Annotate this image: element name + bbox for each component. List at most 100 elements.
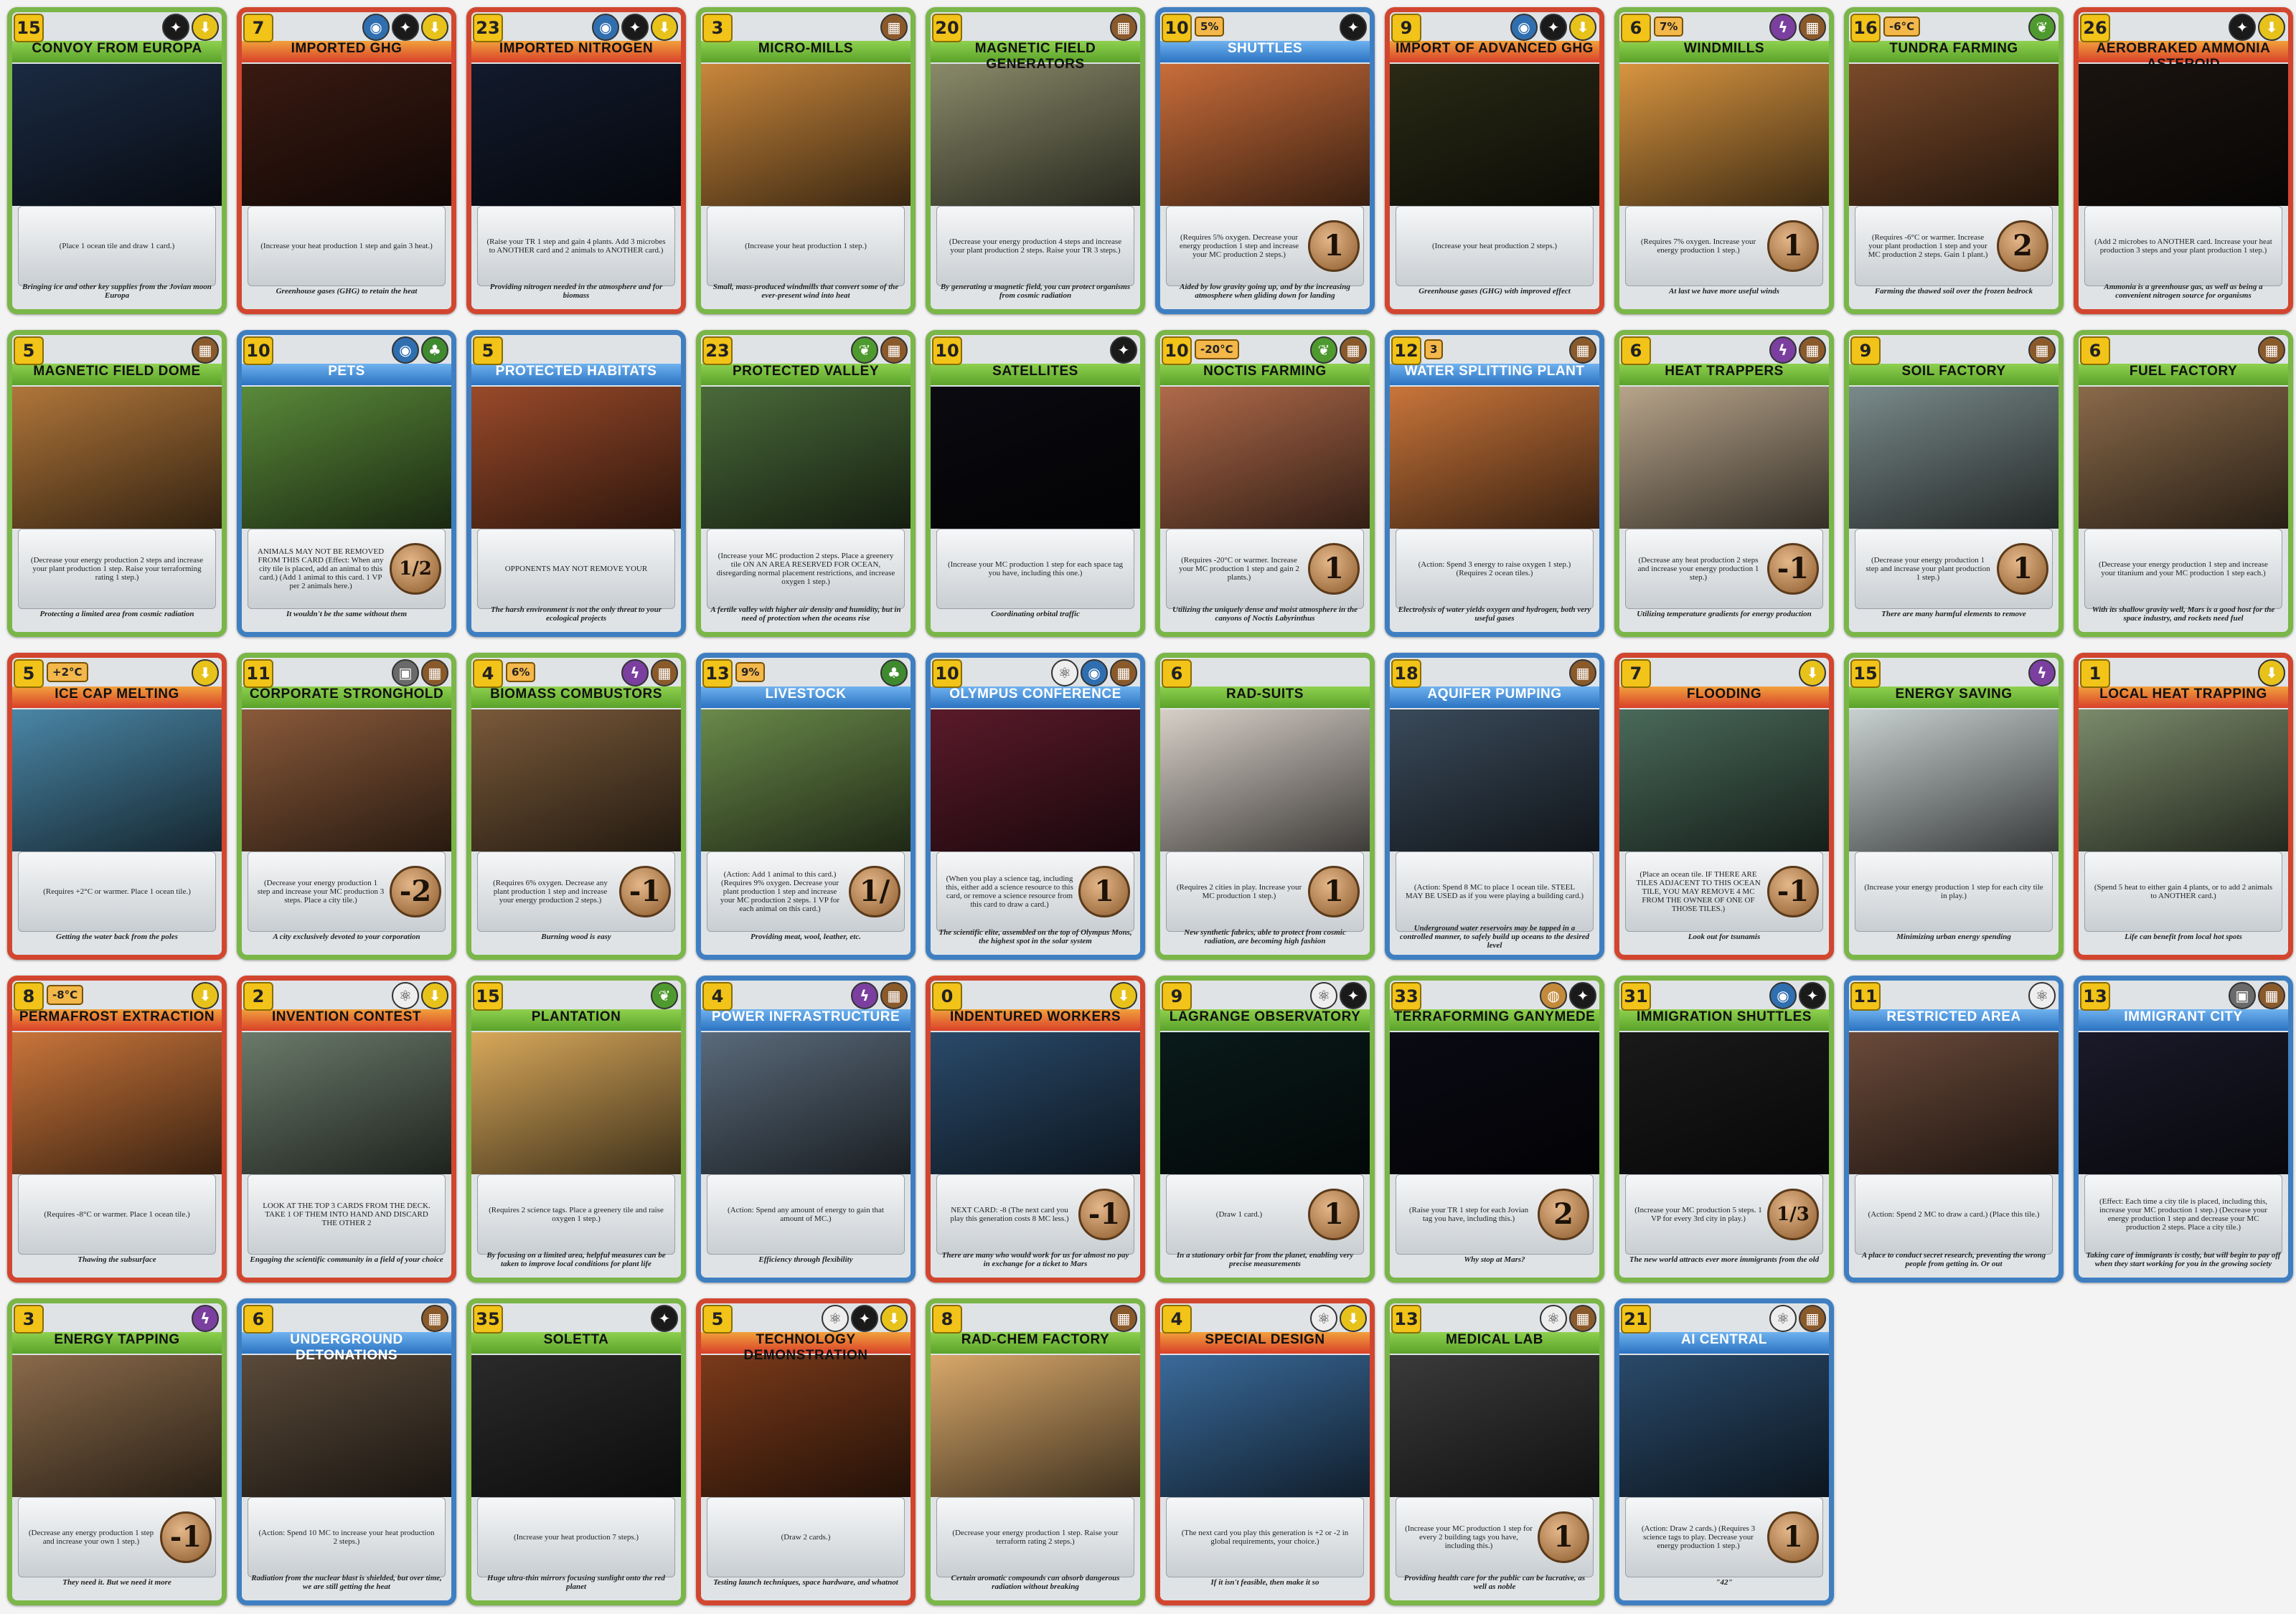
city-tag-icon: ▣ [2229, 982, 2256, 1009]
card-title: AQUIFER PUMPING [1390, 686, 1599, 708]
card-tags: ⬇ [192, 982, 219, 1009]
project-card[interactable]: 2 ⚛ ⬇ INVENTION CONTEST LOOK AT THE TOP 3 CA… [237, 976, 456, 1283]
card-title: UNDERGROUND DETONATIONS [242, 1332, 451, 1363]
project-card[interactable]: 12 3 ▦ WATER SPLITTING PLANT (Action: Spend … [1385, 330, 1604, 637]
card-artwork [471, 387, 681, 529]
project-card[interactable]: 10 -20°C ❦ ▦ NOCTIS FARMING (Requires -20°C o… [1155, 330, 1375, 637]
project-card[interactable]: 13 9% ♣ LIVESTOCK (Action: Add 1 animal to t… [696, 653, 916, 960]
project-card[interactable]: 5 PROTECTED HABITATS OPPONENTS MAY NOT REM… [466, 330, 686, 637]
card-effect-box: (When you play a science tag, including … [936, 851, 1134, 932]
project-card[interactable]: 1 ⬇ LOCAL HEAT TRAPPING (Spend 5 heat to ei… [2074, 653, 2293, 960]
card-artwork [12, 387, 222, 529]
project-card[interactable]: 3 ▦ MICRO-MILLS (Increase your heat product… [696, 7, 916, 314]
victory-points-badge: 2 [1997, 220, 2048, 272]
project-card[interactable]: 5 ▦ MAGNETIC FIELD DOME (Decrease your ener… [7, 330, 227, 637]
card-artwork [471, 64, 681, 206]
project-card[interactable]: 6 RAD-SUITS (Requires 2 cities in play. In… [1155, 653, 1375, 960]
card-tags: ◍ ✦ [1540, 982, 1596, 1009]
card-artwork [242, 64, 451, 206]
card-effect-box: (Action: Spend 2 MC to draw a card.) (Pl… [1855, 1174, 2053, 1255]
project-card[interactable]: 13 ▣ ▦ IMMIGRANT CITY (Effect: Each time a c… [2074, 976, 2293, 1283]
victory-points-badge: -1 [160, 1511, 212, 1563]
card-effect-text: (Increase your heat production 2 steps.) [1431, 242, 1558, 250]
card-effect-text: (Decrease your energy production 4 steps… [949, 237, 1122, 255]
card-effect-box: (Effect: Each time a city tile is placed… [2084, 1174, 2282, 1255]
project-card[interactable]: 16 -6°C ❦ TUNDRA FARMING (Requires -6°C or w… [1844, 7, 2064, 314]
space-tag-icon: ✦ [392, 14, 419, 41]
card-flavor-text: Bringing ice and other key supplies from… [22, 283, 212, 300]
project-card[interactable]: 15 ϟ ENERGY SAVING (Increase your energy pr… [1844, 653, 2064, 960]
card-artwork [12, 709, 222, 851]
card-effect-text: (Draw 1 card.) [1215, 1210, 1263, 1219]
card-cost: 3 [702, 14, 733, 42]
card-effect-box: (Raise your TR 1 step and gain 4 plants.… [477, 206, 675, 286]
card-artwork [1160, 64, 1370, 206]
project-card[interactable]: 18 ▦ AQUIFER PUMPING (Action: Spend 8 MC to… [1385, 653, 1604, 960]
project-card[interactable]: 6 ▦ FUEL FACTORY (Decrease your energy prod… [2074, 330, 2293, 637]
card-flavor-text: It wouldn't be the same without them [286, 610, 408, 618]
project-card[interactable]: 11 ▣ ▦ CORPORATE STRONGHOLD (Decrease your e… [237, 653, 456, 960]
card-effect-text: (Increase your MC production 1 step for … [947, 560, 1124, 577]
project-card[interactable]: 10 ⚛ ◉ ▦ OLYMPUS CONFERENCE (When you play a … [926, 653, 1145, 960]
project-card[interactable]: 20 ▦ MAGNETIC FIELD GENERATORS (Decrease yo… [926, 7, 1145, 314]
project-card[interactable]: 4 ϟ ▦ POWER INFRASTRUCTURE (Action: Spend an… [696, 976, 916, 1283]
project-card[interactable]: 9 ▦ SOIL FACTORY (Decrease your energy prod… [1844, 330, 2064, 637]
project-card[interactable]: 6 7% ϟ ▦ WINDMILLS (Requires 7% oxygen. Incre… [1614, 7, 1834, 314]
card-effect-box: (Spend 5 heat to either gain 4 plants, o… [2084, 851, 2282, 932]
project-card[interactable]: 9 ⚛ ✦ LAGRANGE OBSERVATORY (Draw 1 card.) 1 In… [1155, 976, 1375, 1283]
project-card[interactable]: 23 ◉ ✦ ⬇ IMPORTED NITROGEN (Raise your TR 1 s… [466, 7, 686, 314]
project-card[interactable]: 13 ⚛ ▦ MEDICAL LAB (Increase your MC product… [1385, 1298, 1604, 1605]
card-effect-text: (Action: Spend 3 energy to raise oxygen … [1418, 560, 1571, 577]
card-tags: ⚛ ◉ ▦ [1051, 659, 1137, 686]
card-artwork [1390, 64, 1599, 206]
card-effect-box: (Increase your heat production 1 step.) [707, 206, 905, 286]
project-card[interactable]: 15 ❦ PLANTATION (Requires 2 science tags. P… [466, 976, 686, 1283]
project-card[interactable]: 4 6% ϟ ▦ BIOMASS COMBUSTORS (Requires 6% oxyg… [466, 653, 686, 960]
science-tag-icon: ⚛ [1310, 982, 1337, 1009]
card-tags: ❦ [2028, 14, 2056, 41]
project-card[interactable]: 7 ⬇ FLOODING (Place an ocean tile. IF THERE… [1614, 653, 1834, 960]
project-card[interactable]: 6 ▦ UNDERGROUND DETONATIONS (Action: Spend … [237, 1298, 456, 1605]
card-effect-text: (Increase your MC production 2 steps. Pl… [716, 552, 895, 586]
card-effect-text: ANIMALS MAY NOT BE REMOVED FROM THIS CAR… [257, 547, 385, 590]
project-card[interactable]: 3 ϟ ENERGY TAPPING (Decrease any energy pro… [7, 1298, 227, 1605]
card-effect-box: (Action: Spend any amount of energy to g… [707, 1174, 905, 1255]
project-card[interactable]: 5 ⚛ ✦ ⬇ TECHNOLOGY DEMONSTRATION (Draw 2 card… [696, 1298, 916, 1605]
card-effect-text: (Requires 6% oxygen. Decrease any plant … [493, 879, 608, 905]
project-card[interactable]: 6 ϟ ▦ HEAT TRAPPERS (Decrease any heat produ… [1614, 330, 1834, 637]
card-title: PROTECTED HABITATS [471, 364, 681, 385]
project-card[interactable]: 33 ◍ ✦ TERRAFORMING GANYMEDE (Raise your TR … [1385, 976, 1604, 1283]
card-tags: ◉ ✦ ⬇ [1510, 14, 1596, 41]
project-card[interactable]: 26 ✦ ⬇ AEROBRAKED AMMONIA ASTEROID (Add 2 mi… [2074, 7, 2293, 314]
project-card[interactable]: 10 ✦ SATELLITES (Increase your MC productio… [926, 330, 1145, 637]
card-title: CONVOY FROM EUROPA [12, 41, 222, 62]
card-cost: 4 [473, 659, 503, 688]
earth-tag-icon: ◉ [1769, 982, 1797, 1009]
card-effect-text: (Increase your heat production 1 step an… [260, 242, 433, 250]
card-flavor-text: Certain aromatic compounds can absorb da… [951, 1574, 1120, 1591]
project-card[interactable]: 21 ⚛ ▦ AI CENTRAL (Action: Draw 2 cards.) (R… [1614, 1298, 1834, 1605]
project-card[interactable]: 15 ✦ ⬇ CONVOY FROM EUROPA (Place 1 ocean til… [7, 7, 227, 314]
card-tags: ▦ [2028, 336, 2056, 364]
science-tag-icon: ⚛ [1540, 1305, 1567, 1332]
project-card[interactable]: 7 ◉ ✦ ⬇ IMPORTED GHG (Increase your heat prod… [237, 7, 456, 314]
project-card[interactable]: 31 ◉ ✦ IMMIGRATION SHUTTLES (Increase your M… [1614, 976, 1834, 1283]
project-card[interactable]: 10 5% ✦ SHUTTLES (Requires 5% oxygen. Decrea… [1155, 7, 1375, 314]
project-card[interactable]: 9 ◉ ✦ ⬇ IMPORT OF ADVANCED GHG (Increase your… [1385, 7, 1604, 314]
project-card[interactable]: 10 ◉ ♣ PETS ANIMALS MAY NOT BE REMOVED FROM … [237, 330, 456, 637]
building-tag-icon: ▦ [1110, 659, 1137, 686]
event-tag-icon: ⬇ [192, 659, 219, 686]
project-card[interactable]: 0 ⬇ INDENTURED WORKERS NEXT CARD: -8 (The n… [926, 976, 1145, 1283]
card-effect-text: (Increase your MC production 5 steps. 1 … [1634, 1206, 1762, 1223]
project-card[interactable]: 4 ⚛ ⬇ SPECIAL DESIGN (The next card you play… [1155, 1298, 1375, 1605]
project-card[interactable]: 35 ✦ SOLETTA (Increase your heat production… [466, 1298, 686, 1605]
space-tag-icon: ✦ [621, 14, 649, 41]
project-card[interactable]: 11 ⚛ RESTRICTED AREA (Action: Spend 2 MC to… [1844, 976, 2064, 1283]
project-card[interactable]: 8 ▦ RAD-CHEM FACTORY (Decrease your energy … [926, 1298, 1145, 1605]
project-card[interactable]: 8 -8°C ⬇ PERMAFROST EXTRACTION (Requires -8°… [7, 976, 227, 1283]
earth-tag-icon: ◉ [362, 14, 390, 41]
card-title: ICE CAP MELTING [12, 686, 222, 708]
card-cost: 10 [1162, 336, 1192, 365]
project-card[interactable]: 23 ❦ ▦ PROTECTED VALLEY (Increase your MC pr… [696, 330, 916, 637]
project-card[interactable]: 5 +2°C ⬇ ICE CAP MELTING (Requires +2°C or w… [7, 653, 227, 960]
